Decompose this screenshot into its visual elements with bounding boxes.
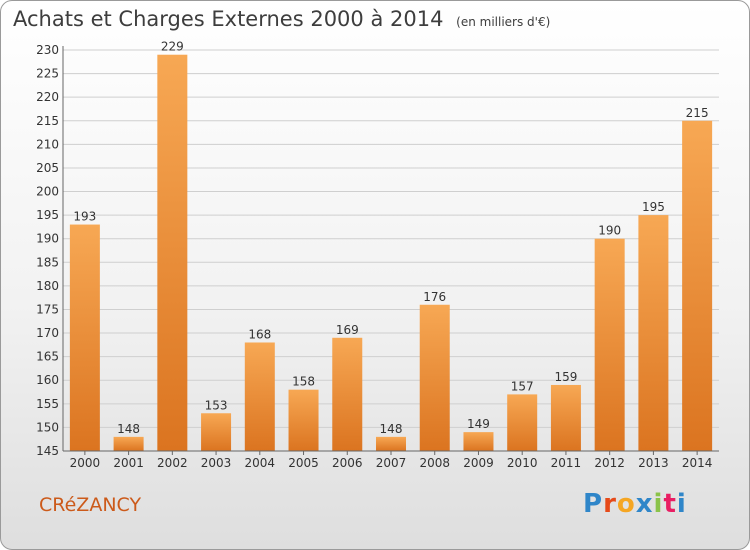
x-tick-label: 2013 xyxy=(638,456,669,470)
bar[interactable] xyxy=(463,432,494,451)
x-tick-label: 2005 xyxy=(288,456,319,470)
logo-letter: r xyxy=(603,489,617,519)
x-tick-label: 2003 xyxy=(201,456,232,470)
bar[interactable] xyxy=(638,215,669,451)
x-tick-label: 2004 xyxy=(245,456,276,470)
y-tick-label: 215 xyxy=(36,114,59,128)
logo-letter: t xyxy=(663,489,677,519)
bar-value-label: 169 xyxy=(336,323,359,337)
logo-letter: i xyxy=(653,489,664,519)
bar[interactable] xyxy=(113,436,144,451)
x-tick-label: 2014 xyxy=(682,456,713,470)
x-tick-label: 2010 xyxy=(507,456,538,470)
x-tick-label: 2000 xyxy=(70,456,101,470)
y-tick-label: 150 xyxy=(36,420,59,434)
bar[interactable] xyxy=(201,413,232,451)
bar-value-label: 148 xyxy=(380,422,403,436)
y-tick-label: 210 xyxy=(36,137,59,151)
y-tick-label: 195 xyxy=(36,208,59,222)
bar-value-label: 149 xyxy=(467,417,490,431)
y-tick-label: 180 xyxy=(36,279,59,293)
x-tick-label: 2011 xyxy=(551,456,582,470)
x-tick-label: 2008 xyxy=(419,456,450,470)
bar-value-label: 215 xyxy=(686,106,709,120)
bar[interactable] xyxy=(594,238,625,451)
bar[interactable] xyxy=(682,120,713,451)
x-tick-label: 2001 xyxy=(113,456,144,470)
x-tick-label: 2006 xyxy=(332,456,363,470)
y-tick-label: 230 xyxy=(36,43,59,57)
town-name: CRéZANCY xyxy=(39,494,142,516)
y-tick-label: 220 xyxy=(36,90,59,104)
x-tick-label: 2012 xyxy=(594,456,625,470)
bar-value-label: 148 xyxy=(117,422,140,436)
y-tick-label: 145 xyxy=(36,444,59,458)
bar[interactable] xyxy=(244,342,275,451)
logo-letter: x xyxy=(635,489,654,519)
bar-value-label: 190 xyxy=(598,224,621,238)
bar-value-label: 157 xyxy=(511,379,534,393)
bar-value-label: 176 xyxy=(423,290,446,304)
logo-letter: o xyxy=(616,489,636,519)
logo-letter: i xyxy=(676,489,687,519)
bar-value-label: 158 xyxy=(292,375,315,389)
y-tick-label: 190 xyxy=(36,232,59,246)
y-tick-label: 155 xyxy=(36,397,59,411)
axes: 145 150 155 160 165 170 175 180 185 190 195 200 205 2… xyxy=(36,40,719,470)
chart-title: Achats et Charges Externes 2000 à 2014 xyxy=(13,7,444,31)
y-tick-label: 205 xyxy=(36,161,59,175)
chart-subtitle: (en milliers d'€) xyxy=(456,15,551,29)
y-tick-label: 200 xyxy=(36,185,59,199)
x-tick-label: 2002 xyxy=(157,456,188,470)
bar-value-label: 153 xyxy=(205,398,228,412)
chart-title-line: Achats et Charges Externes 2000 à 2014 (… xyxy=(13,7,550,31)
bar-value-label: 159 xyxy=(554,370,577,384)
bar-value-label: 168 xyxy=(248,327,271,341)
y-tick-label: 225 xyxy=(36,67,59,81)
bar-value-label: 229 xyxy=(161,40,184,54)
bar[interactable] xyxy=(332,337,363,451)
bar[interactable] xyxy=(69,224,100,451)
x-tick-label: 2007 xyxy=(376,456,407,470)
bar[interactable] xyxy=(376,436,406,451)
y-tick-label: 175 xyxy=(36,302,59,316)
y-tick-label: 165 xyxy=(36,350,59,364)
bar[interactable] xyxy=(550,384,581,451)
bar-value-label: 195 xyxy=(642,200,665,214)
y-tick-label: 170 xyxy=(36,326,59,340)
x-tick-label: 2009 xyxy=(463,456,494,470)
bar[interactable] xyxy=(157,54,188,451)
bar-value-label: 193 xyxy=(73,210,96,224)
y-tick-label: 185 xyxy=(36,255,59,269)
logo-letter: P xyxy=(583,489,604,519)
y-tick-label: 160 xyxy=(36,373,59,387)
bar[interactable] xyxy=(288,389,319,451)
proxiti-logo[interactable]: Proxiti xyxy=(583,489,687,519)
bar[interactable] xyxy=(419,304,450,451)
bar[interactable] xyxy=(507,394,538,451)
bars xyxy=(69,54,713,451)
